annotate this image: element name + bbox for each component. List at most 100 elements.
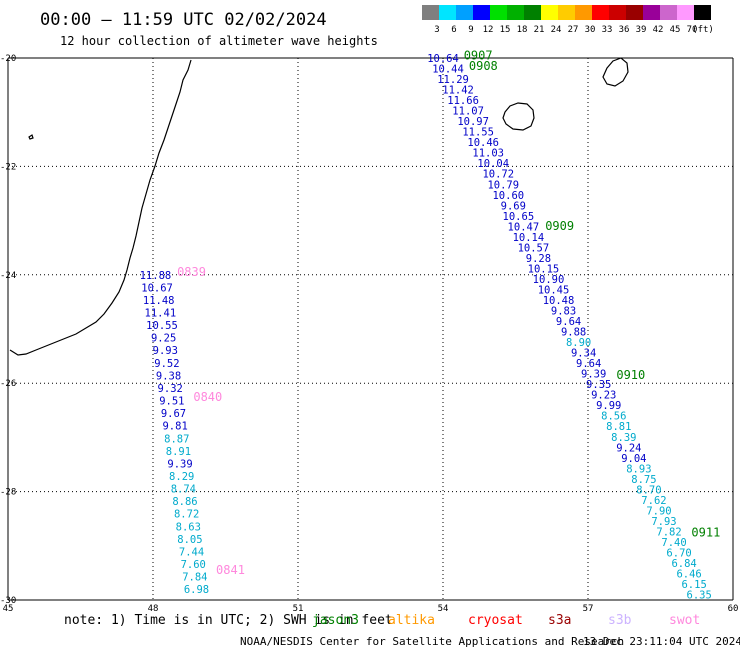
- wave-height-label: 10.79: [487, 179, 519, 191]
- legend-swatch: [524, 5, 541, 20]
- wave-height-label: 9.69: [501, 200, 526, 212]
- wave-height-label: 10.60: [492, 190, 524, 202]
- wave-height-label: 11.66: [447, 95, 479, 107]
- latitude-tick-label: -20: [0, 54, 16, 64]
- legend-bin-label: 18: [517, 25, 528, 35]
- wave-height-label: 10.46: [467, 137, 499, 149]
- wave-height-label: 10.14: [513, 232, 545, 244]
- legend-bin-label: 21: [534, 25, 545, 35]
- footer-note: note: 1) Time is in UTC; 2) SWH is in fe…: [64, 613, 393, 628]
- wave-height-label: 9.25: [151, 333, 176, 345]
- wave-height-label: 8.74: [171, 484, 196, 496]
- pass-time-label: 0840: [193, 390, 222, 404]
- wave-height-label: 9.24: [616, 442, 641, 454]
- longitude-tick-label: 51: [293, 604, 304, 614]
- longitude-tick-label: 54: [438, 604, 449, 614]
- wave-height-label: 7.60: [181, 559, 206, 571]
- wave-height-label: 9.83: [551, 306, 576, 318]
- wave-height-label: 10.65: [503, 211, 535, 223]
- footer-credit: NOAA/NESDIS Center for Satellite Applica…: [240, 635, 624, 648]
- pass-time-label: 0911: [691, 525, 720, 539]
- wave-height-label: 8.91: [166, 446, 191, 458]
- wave-height-label: 8.63: [176, 521, 201, 533]
- wave-height-label: 9.88: [561, 327, 586, 339]
- wave-height-label: 9.64: [576, 358, 601, 370]
- wave-height-label: 8.39: [611, 432, 636, 444]
- wave-height-label: 10.15: [528, 263, 560, 275]
- latitude-tick-label: -26: [0, 379, 16, 389]
- pass-time-label: 0908: [469, 59, 498, 73]
- legend-bin-label: 3: [434, 25, 439, 35]
- legend-swatch: [422, 5, 439, 20]
- legend-swatch: [643, 5, 660, 20]
- wave-height-label: 11.55: [462, 127, 494, 139]
- wave-height-label: 6.35: [687, 590, 712, 602]
- wave-height-label: 10.48: [543, 295, 575, 307]
- wave-height-label: 8.56: [601, 411, 626, 423]
- wave-height-label: 9.64: [556, 316, 581, 328]
- wave-height-label: 8.86: [172, 496, 197, 508]
- wave-height-label: 6.70: [666, 547, 691, 559]
- latitude-tick-label: -30: [0, 596, 16, 606]
- legend-bin-label: 15: [500, 25, 511, 35]
- wave-height-label: 8.81: [606, 421, 631, 433]
- legend-swatch: [439, 5, 456, 20]
- latitude-tick-label: -22: [0, 162, 16, 172]
- legend-swatch: [592, 5, 609, 20]
- wave-height-label: 9.99: [596, 400, 621, 412]
- wave-height-label: 9.39: [581, 369, 606, 381]
- track-1: 11.8810.6711.4811.4110.559.259.939.529.3…: [140, 265, 245, 596]
- legend-swatch: [541, 5, 558, 20]
- map-subtitle: 12 hour collection of altimeter wave hei…: [60, 34, 378, 48]
- satellite-legend: jason3 altika cryosat s3a s3b swot: [312, 613, 700, 628]
- wave-height-label: 11.48: [143, 295, 175, 307]
- wave-height-label: 7.93: [651, 516, 676, 528]
- satellite-altika-label: altika: [388, 613, 435, 628]
- wave-height-label: 9.38: [156, 370, 181, 382]
- legend-swatch: [558, 5, 575, 20]
- map-frame: [7, 57, 734, 601]
- wave-height-label: 8.93: [626, 463, 651, 475]
- wave-height-label: 8.29: [169, 471, 194, 483]
- legend-bin-label: 24: [551, 25, 562, 35]
- legend-swatch: [677, 5, 694, 20]
- legend-bin-label: 45: [670, 25, 681, 35]
- latitude-tick-label: -24: [0, 271, 16, 281]
- pass-time-label: 0909: [545, 219, 574, 233]
- wave-height-label: 11.29: [437, 74, 469, 86]
- wave-height-label: 8.75: [631, 474, 656, 486]
- pass-time-label: 0910: [616, 368, 645, 382]
- satellite-cryosat-label: cryosat: [468, 613, 523, 628]
- legend-bin-label: 33: [602, 25, 613, 35]
- wave-height-label: 6.84: [671, 558, 696, 570]
- legend-swatch: [609, 5, 626, 20]
- satellite-s3a-label: s3a: [548, 613, 571, 628]
- reunion-coastline: [502, 102, 535, 131]
- map-title: 00:00 — 11:59 UTC 02/02/2024: [40, 10, 327, 30]
- wave-height-label: 9.81: [162, 421, 187, 433]
- wave-height-label: 6.46: [676, 569, 701, 581]
- legend-bin-label: 12: [483, 25, 494, 35]
- madagascar-coastline: [9, 59, 192, 356]
- wave-height-label: 7.44: [179, 546, 204, 558]
- legend-bin-label: 36: [619, 25, 630, 35]
- legend-unit: (ft): [692, 25, 714, 35]
- wave-height-label: 9.51: [159, 396, 184, 408]
- altimeter-tracks: 11.8810.6711.4811.4110.559.259.939.529.3…: [140, 48, 721, 601]
- wave-height-label: 7.62: [641, 495, 666, 507]
- wave-height-label: 11.07: [452, 106, 484, 118]
- wave-height-label: 9.23: [591, 390, 616, 402]
- legend-swatch: [660, 5, 677, 20]
- wave-height-label: 7.90: [646, 505, 671, 517]
- axis-tick-labels: 45 48 51 54 57 60 -20 -22 -24 -26 -28 -30: [0, 54, 738, 614]
- footer-timestamp: 13 Dec 23:11:04 UTC 2024: [583, 635, 740, 648]
- wave-height-label: 7.40: [661, 537, 686, 549]
- wave-height-label: 11.42: [442, 85, 474, 97]
- pass-time-label: 0907: [464, 48, 493, 62]
- legend-bin-label: 27: [568, 25, 579, 35]
- wave-height-label: 10.90: [533, 274, 565, 286]
- wave-height-label: 10.97: [457, 116, 489, 128]
- wave-height-label: 9.35: [586, 379, 611, 391]
- wave-height-label: 8.05: [177, 534, 202, 546]
